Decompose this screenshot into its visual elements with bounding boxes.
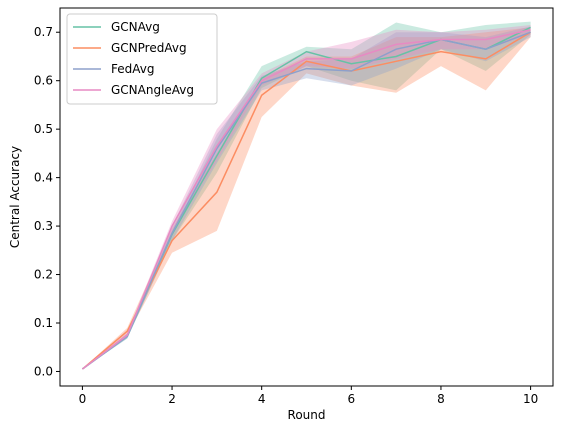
y-tick-label: 0.4 [34,171,53,185]
plot-frame [59,7,554,387]
axis-ticks: 0 2 4 6 8 10 0.0 0.1 0.2 0.3 0.4 0.5 0.6 0.7 [34,25,538,406]
y-axis-label: Central Accuracy [8,146,22,248]
y-tick-label: 0.5 [34,122,53,136]
x-tick-label: 6 [347,392,355,406]
x-axis-label: Round [288,408,326,422]
y-tick-label: 0.7 [34,25,53,39]
x-tick-label: 0 [79,392,87,406]
x-tick-label: 4 [258,392,266,406]
y-tick-label: 0.6 [34,74,53,88]
y-tick-label: 0.0 [34,364,53,378]
legend-label-gcnpredavg: GCNPredAvg [111,41,187,55]
y-tick-label: 0.3 [34,219,53,233]
x-tick-label: 10 [523,392,538,406]
legend: GCNAvg GCNPredAvg FedAvg GCNAngleAvg [66,13,218,105]
x-tick-label: 8 [437,392,445,406]
x-tick-label: 2 [168,392,176,406]
legend-label-gcnavg: GCNAvg [111,20,160,34]
legend-label-gcnangleavg: GCNAngleAvg [111,83,194,97]
series-lines [81,26,531,370]
legend-box [66,13,218,105]
y-tick-label: 0.1 [34,316,53,330]
legend-label-fedavg: FedAvg [111,62,154,76]
y-tick-label: 0.2 [34,268,53,282]
